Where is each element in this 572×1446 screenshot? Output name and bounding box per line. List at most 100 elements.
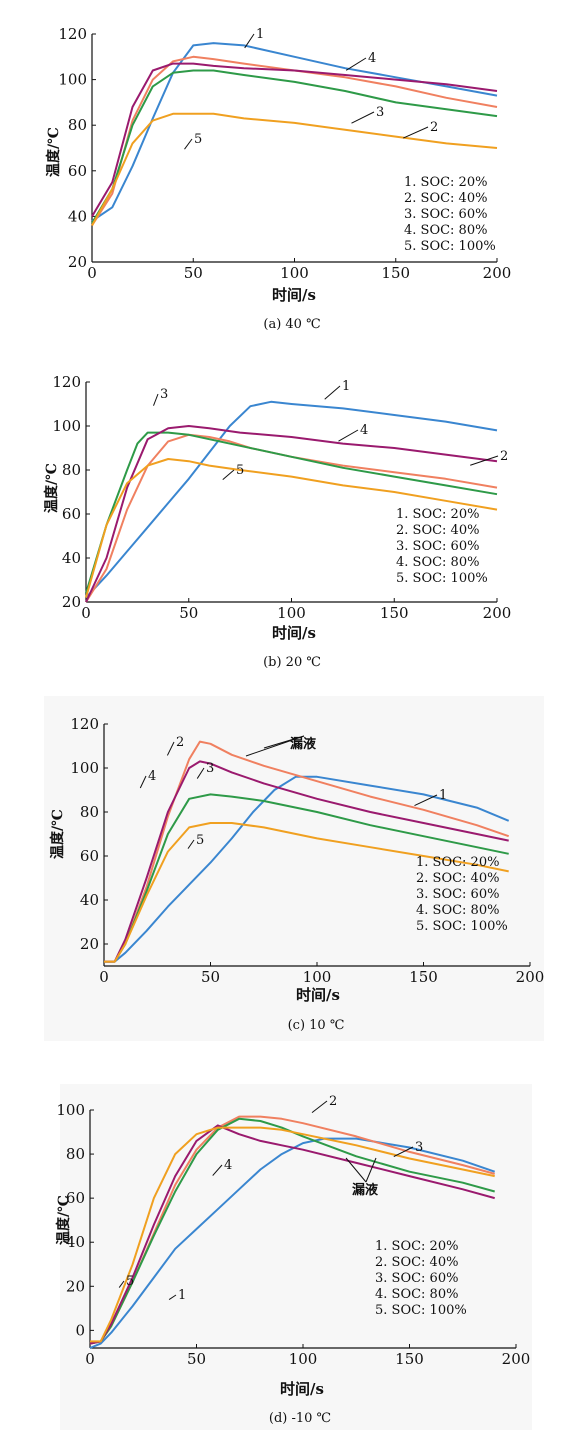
curve-label-3: 3 <box>415 1140 423 1155</box>
series-line-3 <box>91 69 498 224</box>
x-tick-label: 50 <box>179 604 198 622</box>
curve-label-1: 1 <box>256 27 264 42</box>
legend-entry-1: 1. SOC: 20% <box>375 1239 458 1254</box>
x-tick-label: 100 <box>280 264 309 282</box>
legend-entry-1: 1. SOC: 20% <box>396 507 479 522</box>
curve-label-5: 5 <box>236 463 244 478</box>
annotation-arrow <box>245 735 305 757</box>
x-tick-label: 150 <box>380 604 409 622</box>
chart-a-xlabel: 时间/s <box>272 286 316 304</box>
y-tick-label: 120 <box>52 373 81 391</box>
curve-label-4: 4 <box>148 769 156 784</box>
curve-label-leader <box>338 429 359 442</box>
y-tick-label: 80 <box>62 461 81 479</box>
series-line-5 <box>91 112 498 226</box>
x-tick-label: 0 <box>81 604 91 622</box>
curve-label-5: 5 <box>194 132 202 147</box>
curve-label-1: 1 <box>439 788 447 803</box>
curve-label-leader <box>351 111 375 124</box>
y-tick-label: 100 <box>70 759 99 777</box>
x-tick-label: 0 <box>99 968 109 986</box>
curve-label-leader <box>153 393 159 406</box>
chart-d-series-group: 0 50 100 150 200 0 20 40 60 80 100 2 3 5 4 1 漏液 1. SOC: 2… <box>56 1094 530 1368</box>
x-tick-label: 50 <box>187 1350 206 1368</box>
y-tick-label: 20 <box>62 593 81 611</box>
chart-d-ylabel: 温度/℃ <box>55 1195 72 1245</box>
y-tick-label: 20 <box>66 1277 85 1295</box>
legend-entry-4: 4. SOC: 80% <box>404 223 487 238</box>
curve-label-1: 1 <box>178 1288 186 1303</box>
curve-label-leader <box>187 839 195 849</box>
curve-label-2: 2 <box>500 449 508 464</box>
curve-label-leader <box>168 1294 177 1300</box>
chart-a-ylabel: 温度/℃ <box>45 127 62 177</box>
y-tick-label: 100 <box>52 417 81 435</box>
curve-label-leader <box>403 126 429 139</box>
legend-entry-4: 4. SOC: 80% <box>375 1287 458 1302</box>
y-tick-label: 20 <box>68 253 87 271</box>
y-tick-label: 60 <box>66 1189 85 1207</box>
x-tick-label: 0 <box>87 264 97 282</box>
chart-c-ylabel: 温度/℃ <box>49 809 66 859</box>
curve-label-3: 3 <box>206 761 214 776</box>
curve-label-4: 4 <box>368 51 376 66</box>
curve-label-leader <box>311 1100 328 1114</box>
curve-label-4: 4 <box>360 423 368 438</box>
series-line-4 <box>89 1124 495 1345</box>
legend-entry-3: 3. SOC: 60% <box>375 1271 458 1286</box>
y-tick-label: 80 <box>66 1145 85 1163</box>
chart-c-series-group: 0 50 100 150 200 20 40 60 80 100 120 2 4 3 5 1 漏液 1. SOC:… <box>70 715 544 986</box>
x-tick-label: 200 <box>516 968 545 986</box>
series-line-4 <box>104 760 509 963</box>
y-tick-label: 80 <box>68 116 87 134</box>
curve-label-leader <box>184 138 193 150</box>
chart-d-caption: (d) -10 ℃ <box>269 1411 331 1426</box>
legend-entry-5: 5. SOC: 100% <box>375 1303 467 1318</box>
x-tick-label: 0 <box>85 1350 95 1368</box>
curve-label-2: 2 <box>430 120 438 135</box>
legend-entry-2: 2. SOC: 40% <box>416 871 499 886</box>
y-tick-label: 40 <box>62 549 81 567</box>
chart-panel-a: 0 50 100 150 200 20 40 60 80 100 120 1 4 3 2 5 1. SOC: 2… <box>0 0 572 345</box>
chart-a-caption: (a) 40 ℃ <box>263 317 320 332</box>
legend-entry-1: 1. SOC: 20% <box>404 175 487 190</box>
curve-label-leader <box>324 385 341 400</box>
legend-entry-5: 5. SOC: 100% <box>404 239 496 254</box>
curve-label-leader <box>470 455 499 466</box>
y-tick-label: 100 <box>58 71 87 89</box>
leakage-annotation: 漏液 <box>352 1182 378 1198</box>
chart-c-caption: (c) 10 ℃ <box>288 1018 345 1033</box>
curve-label-leader <box>222 469 235 480</box>
curve-label-3: 3 <box>160 387 168 402</box>
x-tick-label: 100 <box>289 1350 318 1368</box>
series-line-5 <box>85 458 498 598</box>
chart-panel-b: 0 50 100 150 200 20 40 60 80 100 120 1 2 3 4 5 1. SOC: 2… <box>0 352 572 682</box>
curve-label-leader <box>212 1164 223 1176</box>
chart-b-caption: (b) 20 ℃ <box>263 655 321 670</box>
legend-entry-1: 1. SOC: 20% <box>416 855 499 870</box>
x-tick-label: 100 <box>277 604 306 622</box>
curve-label-leader <box>196 767 205 779</box>
chart-c-xlabel: 时间/s <box>296 986 340 1004</box>
y-tick-label: 0 <box>75 1321 85 1339</box>
curve-label-5: 5 <box>126 1274 134 1289</box>
leakage-annotation: 漏液 <box>290 736 316 752</box>
x-tick-label: 200 <box>483 264 512 282</box>
x-tick-label: 150 <box>395 1350 424 1368</box>
y-tick-label: 40 <box>80 891 99 909</box>
chart-b-xlabel: 时间/s <box>272 624 316 642</box>
annotation-arrow <box>345 1157 367 1183</box>
curve-label-2: 2 <box>329 1094 337 1109</box>
chart-c-background <box>44 696 544 1041</box>
curve-label-5: 5 <box>196 833 204 848</box>
x-tick-label: 100 <box>303 968 332 986</box>
x-tick-label: 50 <box>184 264 203 282</box>
y-tick-label: 60 <box>68 162 87 180</box>
curve-label-3: 3 <box>376 105 384 120</box>
y-tick-label: 60 <box>80 847 99 865</box>
chart-d-svg: 0 50 100 150 200 0 20 40 60 80 100 2 3 5 4 1 漏液 1. SOC: 2… <box>55 1094 530 1426</box>
chart-a-series-group: 0 50 100 150 200 20 40 60 80 100 120 1 4 3 2 5 1. SOC: 2… <box>58 25 511 282</box>
chart-panel-d: 0 50 100 150 200 0 20 40 60 80 100 2 3 5 4 1 漏液 1. SOC: 2… <box>0 1084 572 1434</box>
curve-label-leader <box>139 775 147 789</box>
curve-label-leader <box>166 741 175 756</box>
